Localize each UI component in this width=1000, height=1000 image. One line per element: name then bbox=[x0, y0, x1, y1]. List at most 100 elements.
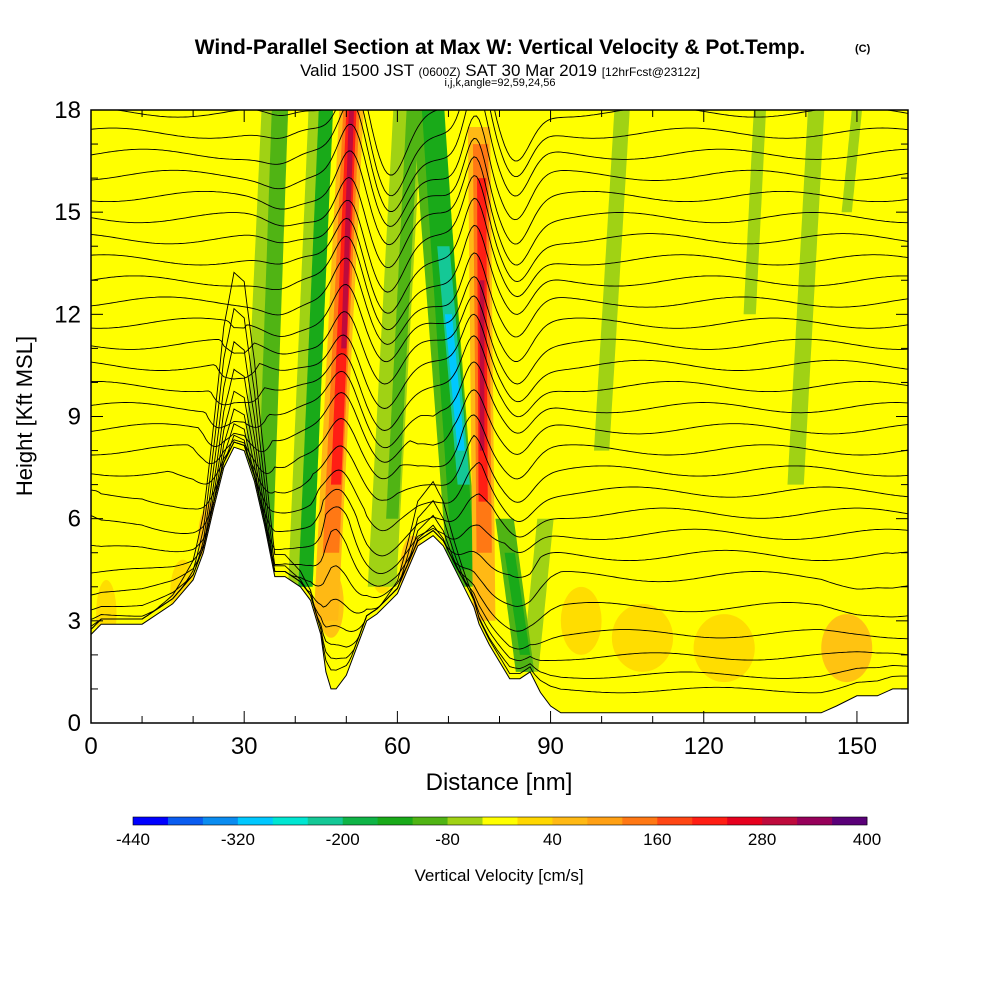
colorbar-swatch bbox=[587, 817, 623, 825]
colorbar-frame bbox=[132, 816, 868, 826]
y-tick-label: 15 bbox=[54, 199, 81, 226]
colorbar-label: Vertical Velocity [cm/s] bbox=[414, 866, 583, 885]
subtitle-forecast: [12hrFcst@2312z] bbox=[601, 65, 700, 79]
colorbar-swatch bbox=[692, 817, 728, 825]
colorbar-swatch bbox=[762, 817, 798, 825]
y-tick-label: 6 bbox=[68, 506, 81, 533]
colorbar-tick-label: -80 bbox=[435, 830, 460, 849]
y-tick-label: 9 bbox=[68, 404, 81, 431]
theta-contour bbox=[91, 408, 908, 607]
colorbar-swatch bbox=[727, 817, 763, 825]
colorbar-swatch bbox=[237, 817, 274, 825]
colorbar-swatch bbox=[167, 817, 204, 825]
positive-w-patch bbox=[560, 586, 602, 655]
y-tick-label: 12 bbox=[54, 301, 81, 328]
colorbar-swatch bbox=[202, 817, 239, 825]
colorbar-tick-label: -200 bbox=[326, 830, 360, 849]
updraft-core bbox=[341, 110, 354, 349]
colorbar-swatch bbox=[517, 817, 553, 825]
downdraft-core bbox=[444, 314, 465, 451]
theta-contour bbox=[91, 389, 908, 463]
chart-title: Wind-Parallel Section at Max W: Vertical… bbox=[0, 36, 1000, 60]
downdraft-column bbox=[594, 110, 630, 451]
theta-contour bbox=[91, 434, 908, 503]
x-tick-label: 30 bbox=[231, 733, 258, 760]
positive-w-patch bbox=[821, 614, 873, 683]
terrain-profile bbox=[91, 446, 908, 723]
colorbar-swatch bbox=[552, 817, 588, 825]
y-tick-label: 0 bbox=[68, 710, 81, 737]
colorbar-swatch bbox=[832, 817, 868, 825]
theta-contours bbox=[91, 110, 908, 694]
axis-ticks: 0 30 60 90 120 150 0 3 6 9 12 15 18 bbox=[54, 97, 909, 760]
colorbar-tick-label: 40 bbox=[543, 830, 562, 849]
colorbar-swatch bbox=[272, 817, 309, 825]
x-tick-label: 120 bbox=[684, 733, 724, 760]
x-tick-label: 90 bbox=[537, 733, 564, 760]
colorbar-swatch bbox=[133, 817, 169, 825]
theta-contour bbox=[91, 271, 908, 694]
positive-w-patch bbox=[611, 603, 674, 672]
theta-contour bbox=[91, 137, 908, 246]
updraft-core bbox=[479, 280, 485, 451]
colorbar-tick-label: -440 bbox=[116, 830, 150, 849]
theta-contour bbox=[91, 115, 908, 227]
chart-subtitle: Valid 1500 JST (0600Z) SAT 30 Mar 2019 [… bbox=[0, 61, 1000, 81]
colorbar-swatch bbox=[342, 817, 379, 825]
subtitle-utc: (0600Z) bbox=[418, 65, 461, 79]
theta-contour bbox=[91, 252, 908, 345]
downdraft-column bbox=[787, 110, 825, 485]
colorbar-tick-label: 280 bbox=[748, 830, 776, 849]
grid-info: i,j,k,angle=92,59,24,56 bbox=[444, 77, 556, 89]
theta-contour bbox=[91, 368, 908, 650]
subtitle-valid: Valid 1500 JST bbox=[300, 61, 414, 80]
colorbar: -440 -320 -200 -80 40 160 280 400 bbox=[116, 816, 881, 849]
terrain bbox=[91, 446, 908, 723]
x-axis-label: Distance [nm] bbox=[426, 769, 573, 796]
theta-contour bbox=[91, 110, 908, 212]
positive-w-patch bbox=[693, 614, 755, 683]
colorbar-swatch bbox=[447, 817, 483, 825]
theta-contour bbox=[91, 110, 908, 197]
downdraft-column bbox=[256, 110, 289, 553]
title-text: Wind-Parallel Section at Max W: Vertical… bbox=[194, 36, 806, 59]
theta-contour bbox=[91, 276, 908, 363]
theta-contour bbox=[91, 175, 908, 293]
theta-contour bbox=[91, 295, 908, 385]
theta-contour bbox=[91, 197, 908, 314]
theta-contour bbox=[91, 335, 908, 431]
colorbar-swatch bbox=[657, 817, 693, 825]
colorbar-swatch bbox=[307, 817, 344, 825]
colorbar-swatch bbox=[482, 817, 518, 825]
x-tick-label: 150 bbox=[837, 733, 877, 760]
colorbar-swatch bbox=[797, 817, 833, 825]
theta-contour bbox=[91, 441, 908, 532]
x-tick-label: 60 bbox=[384, 733, 411, 760]
colorbar-tick-label: 400 bbox=[853, 830, 881, 849]
theta-contour bbox=[91, 423, 908, 587]
colorbar-tick-label: -320 bbox=[221, 830, 255, 849]
theta-contour bbox=[114, 110, 908, 176]
subtitle-date: SAT 30 Mar 2019 bbox=[465, 61, 597, 80]
y-axis-label: Height [Kft MSL] bbox=[12, 336, 37, 496]
colorbar-swatch bbox=[622, 817, 658, 825]
colorbar-swatch bbox=[412, 817, 448, 825]
theta-contour bbox=[91, 156, 908, 269]
theta-contour bbox=[91, 414, 908, 480]
downdraft-column bbox=[841, 110, 862, 213]
x-tick-label: 0 bbox=[84, 733, 97, 760]
theta-contour bbox=[91, 390, 908, 632]
y-tick-label: 18 bbox=[54, 97, 81, 124]
downdraft-column bbox=[522, 518, 554, 672]
y-tick-label: 3 bbox=[68, 608, 81, 635]
colorbar-swatch bbox=[377, 817, 414, 825]
theta-contour bbox=[91, 313, 908, 409]
downdraft-column bbox=[298, 110, 333, 587]
theta-contour bbox=[91, 307, 908, 679]
theta-contour bbox=[91, 361, 908, 449]
copyright-mark: (C) bbox=[855, 43, 871, 55]
theta-contour bbox=[91, 224, 908, 331]
colorbar-tick-label: 160 bbox=[643, 830, 671, 849]
theta-contour bbox=[91, 340, 908, 662]
